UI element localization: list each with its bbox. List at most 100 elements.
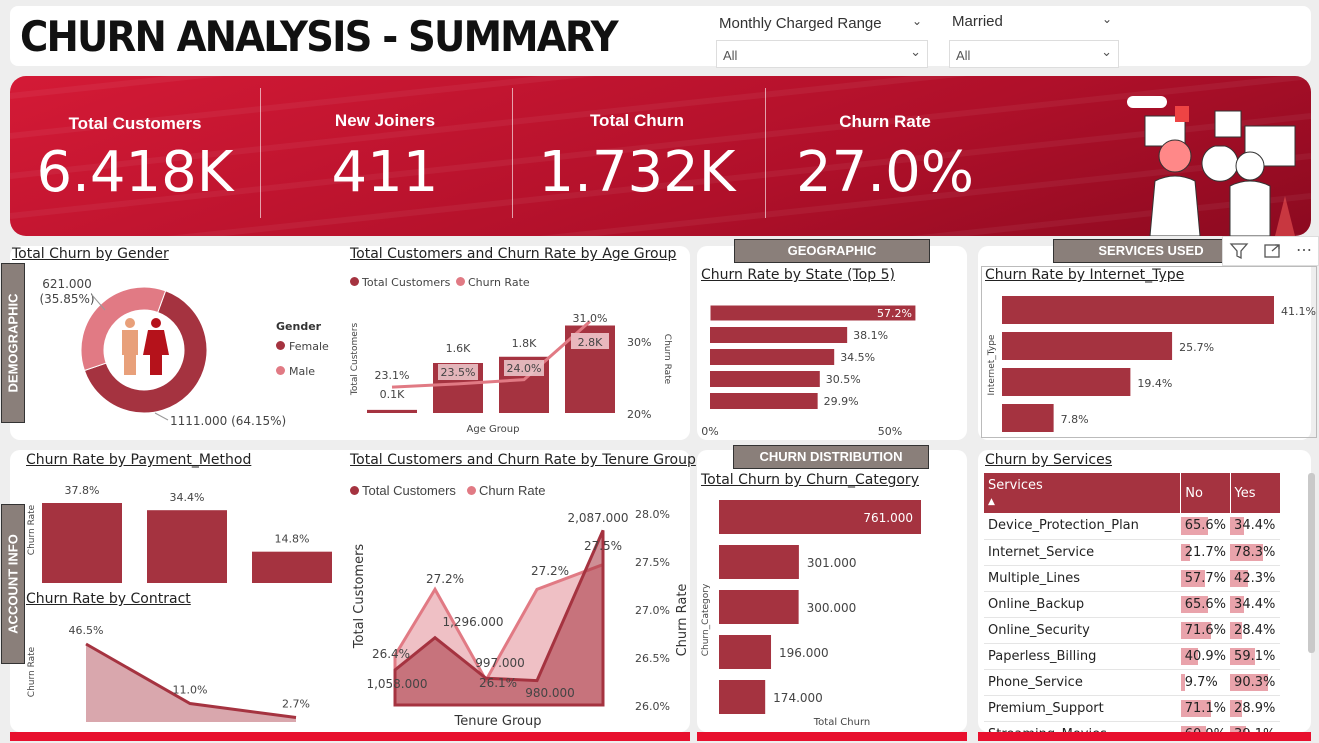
age-combo-chart[interactable]: Total Customers Churn Rate Age Group 30% 20%… [345, 295, 685, 440]
internet-data-label: 7.8% [1061, 413, 1089, 426]
payment-bar[interactable] [42, 503, 122, 583]
age-bar[interactable] [367, 409, 417, 413]
filter-icon[interactable] [1229, 242, 1249, 260]
internet-type-bar[interactable] [1002, 296, 1274, 324]
internet-type-bar[interactable] [1002, 404, 1054, 432]
internet-type-bar[interactable] [1002, 368, 1131, 396]
male-person-icon[interactable] [122, 330, 138, 355]
state-bar-chart[interactable]: 57.2% 38.1% 34.5% 30.5% 29.9% 0% 50% [700, 295, 960, 440]
data-label-churn-rate: 23.1% [375, 369, 410, 382]
service-name-cell: Online_Security [984, 617, 1181, 644]
data-bar [1230, 595, 1245, 613]
male-person-icon[interactable] [124, 355, 136, 375]
cell-value: 90.3% [1234, 674, 1276, 690]
gender-donut-chart[interactable]: 1111.000 (64.15%) 621.000(35.85%) [30, 270, 290, 435]
column-header-services[interactable]: Services ▲ [984, 473, 1181, 513]
female-person-icon[interactable] [151, 318, 161, 328]
chevron-down-icon: ⌄ [910, 44, 921, 59]
tenure-combo-chart[interactable]: Total Customers Tenure Group 28.0% 27.5% 27.… [345, 500, 685, 732]
state-bar[interactable] [709, 304, 917, 322]
pie-slice-female[interactable] [83, 290, 208, 414]
gender-chart-title: Total Churn by Gender [12, 246, 169, 262]
slicer-married-value: All [956, 48, 971, 63]
slicer-married-dropdown[interactable]: All ⌄ [949, 40, 1119, 68]
y-axis-label: Churn_Category [701, 583, 711, 656]
category-data-label: 761.000 [863, 511, 913, 525]
table-row[interactable]: Streaming_Movies 60.9% 39.1% [984, 721, 1280, 732]
table-row[interactable]: Online_Security 71.6% 28.4% [984, 617, 1280, 644]
y2-axis-label: Churn Rate [662, 334, 672, 385]
x-axis-label: Age Group [467, 424, 520, 435]
data-label-male: 621.000 [42, 277, 92, 291]
tenure-customers-label: 997.000 [475, 656, 525, 670]
churn-category-bar[interactable] [719, 545, 799, 579]
contract-area[interactable] [86, 644, 296, 722]
state-bar[interactable] [710, 349, 835, 365]
slicer-monthly-value: All [723, 48, 738, 63]
table-scrollbar[interactable] [1308, 473, 1315, 653]
age-legend-customers[interactable]: Total Customers [350, 276, 450, 289]
data-label-bg[interactable] [504, 360, 544, 376]
female-person-icon[interactable] [150, 355, 162, 375]
male-person-icon[interactable] [125, 318, 135, 328]
age-legend-churn-rate[interactable]: Churn Rate [456, 276, 530, 289]
data-label-female: 1111.000 (64.15%) [170, 414, 286, 428]
x-axis-label: Tenure Group [454, 714, 542, 729]
contract-line[interactable] [85, 642, 297, 719]
payment-bar-chart[interactable]: Churn Rate 37.8% 34.4% 14.8% [20, 475, 340, 590]
table-row[interactable]: Online_Backup 65.6% 34.4% [984, 591, 1280, 618]
label-leader-line[interactable] [91, 294, 106, 311]
kpi-divider [765, 88, 766, 218]
total-customers-area[interactable] [393, 529, 605, 707]
chevron-down-icon[interactable]: ⌄ [1102, 12, 1113, 26]
demographic-tag: DEMOGRAPHIC [1, 263, 25, 423]
y-axis-label: Churn Rate [27, 504, 37, 555]
analysts-illustration-icon [1127, 96, 1296, 236]
churn-category-bar[interactable] [719, 680, 766, 714]
payment-bar[interactable] [252, 551, 332, 583]
churn-rate-line[interactable] [391, 320, 591, 389]
table-row[interactable]: Multiple_Lines 57.7% 42.3% [984, 565, 1280, 592]
churn-category-bar[interactable] [719, 500, 921, 534]
table-row[interactable]: Premium_Support 71.1% 28.9% [984, 695, 1280, 722]
state-bar[interactable] [710, 327, 848, 343]
slicer-monthly-dropdown[interactable]: All ⌄ [716, 40, 928, 68]
table-row[interactable]: Paperless_Billing 40.9% 59.1% [984, 643, 1280, 670]
payment-data-label: 37.8% [65, 484, 100, 497]
state-bar[interactable] [710, 371, 820, 387]
label-leader-line[interactable] [154, 412, 169, 421]
data-bar [1230, 673, 1268, 691]
female-person-icon[interactable] [143, 330, 169, 355]
service-yes-cell: 42.3% [1230, 565, 1280, 592]
churn-category-bar-chart[interactable]: Churn Rate Churn_Category Total Churn 761.0… [670, 492, 965, 732]
y-axis-outer-label: Churn Rate [675, 584, 690, 657]
table-row[interactable]: Device_Protection_Plan 65.6% 34.4% [984, 513, 1280, 540]
table-row[interactable]: Internet_Service 21.7% 78.3% [984, 539, 1280, 566]
internet-type-bar[interactable] [1002, 332, 1173, 360]
column-header-no[interactable]: No [1180, 473, 1231, 513]
tenure-legend-customers[interactable]: Total Customers [350, 483, 456, 498]
column-header-yes[interactable]: Yes [1229, 473, 1280, 513]
tenure-chart-title: Total Customers and Churn Rate by Tenure… [350, 452, 696, 468]
tenure-legend-churn-rate[interactable]: Churn Rate [467, 483, 545, 498]
focus-mode-icon[interactable] [1263, 242, 1283, 260]
contract-area-chart[interactable]: Churn Rate 46.5% 11.0% 2.7% [20, 612, 340, 730]
x-tick-label: 50% [878, 425, 902, 438]
internet-type-bar-chart[interactable]: Internet_Type 41.1% 25.7% 19.4% 7.8% [982, 290, 1317, 435]
more-options-icon[interactable]: ⋯ [1296, 242, 1312, 259]
data-label-bg[interactable] [438, 364, 478, 380]
y2-tick-label: 27.5% [635, 556, 670, 569]
internet-data-label: 25.7% [1179, 341, 1214, 354]
table-row[interactable]: Phone_Service 9.7% 90.3% [984, 669, 1280, 696]
churn-category-bar[interactable] [719, 590, 799, 624]
pie-slice-male[interactable] [80, 286, 167, 372]
chevron-down-icon[interactable]: ⌄ [912, 14, 923, 28]
gender-legend-male[interactable]: Male [276, 365, 315, 378]
data-label-bg[interactable] [571, 333, 609, 349]
state-bar[interactable] [710, 393, 818, 409]
churn-category-bar[interactable] [719, 635, 772, 669]
service-name-cell: Online_Backup [984, 591, 1181, 618]
data-bar [1180, 569, 1205, 587]
gender-legend-female[interactable]: Female [276, 340, 329, 353]
payment-bar[interactable] [147, 510, 227, 583]
